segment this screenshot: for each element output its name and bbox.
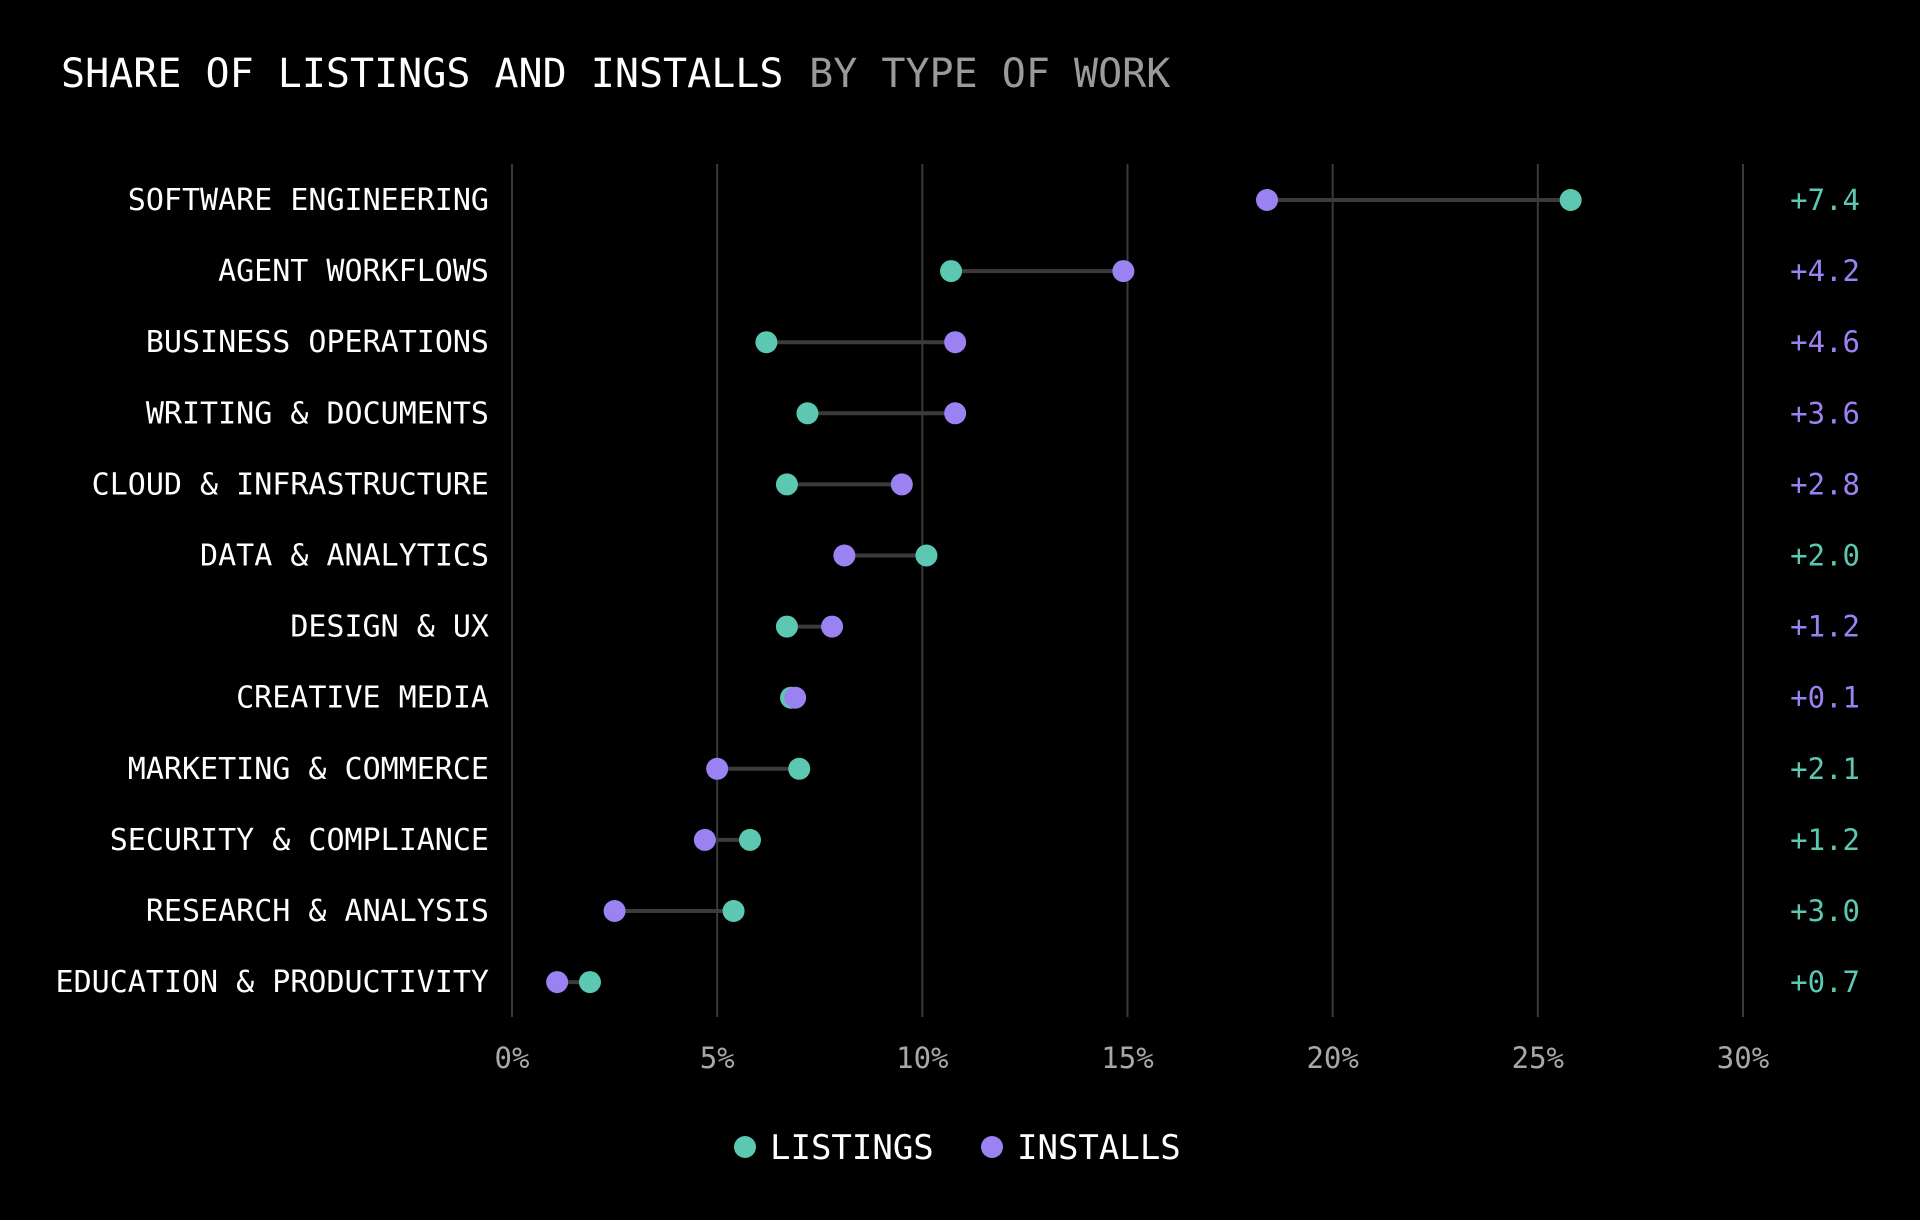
installs-point <box>1112 260 1135 283</box>
chart-row: SOFTWARE ENGINEERING +7.4 <box>128 183 1860 218</box>
category-label: CLOUD & INFRASTRUCTURE <box>92 467 489 502</box>
legend-item-listings: LISTINGS <box>734 1128 934 1168</box>
chart-row: CREATIVE MEDIA +0.1 <box>236 681 1860 716</box>
delta-label: +4.2 <box>1790 254 1860 288</box>
delta-label: +2.1 <box>1790 752 1860 786</box>
installs-point <box>546 971 569 994</box>
gridlines <box>511 164 1744 1017</box>
chart-title-group: SHARE OF LISTINGS AND INSTALLS BY TYPE O… <box>61 51 1170 97</box>
installs-point <box>833 544 856 567</box>
installs-point <box>944 331 967 354</box>
category-label: CREATIVE MEDIA <box>236 681 489 716</box>
listings-point <box>755 331 778 354</box>
listings-point <box>775 615 798 638</box>
delta-label: +3.6 <box>1790 396 1860 430</box>
delta-label: +3.0 <box>1790 894 1860 928</box>
delta-label: +0.1 <box>1790 681 1860 715</box>
category-label: DESIGN & UX <box>290 610 489 645</box>
listings-point <box>940 260 963 283</box>
x-tick-label: 15% <box>1101 1041 1153 1075</box>
installs-point <box>693 828 716 851</box>
category-label: DATA & ANALYTICS <box>200 539 489 574</box>
category-label: MARKETING & COMMERCE <box>128 752 489 787</box>
legend-swatch <box>981 1136 1003 1158</box>
chart-rows: SOFTWARE ENGINEERING +7.4 AGENT WORKFLOWS +… <box>56 183 1860 1000</box>
x-tick-label: 10% <box>896 1041 948 1075</box>
delta-label: +1.2 <box>1790 823 1860 857</box>
chart-row: AGENT WORKFLOWS +4.2 <box>218 254 1860 289</box>
legend-swatch <box>734 1136 756 1158</box>
category-label: AGENT WORKFLOWS <box>218 254 489 289</box>
listings-point <box>915 544 938 567</box>
delta-label: +1.2 <box>1790 610 1860 644</box>
delta-label: +2.8 <box>1790 467 1860 501</box>
x-tick-label: 20% <box>1306 1041 1358 1075</box>
installs-point <box>706 757 729 780</box>
chart-row: SECURITY & COMPLIANCE +1.2 <box>110 823 1860 858</box>
category-label: EDUCATION & PRODUCTIVITY <box>56 965 489 1000</box>
listings-point <box>775 473 798 496</box>
installs-point <box>890 473 913 496</box>
chart-row: CLOUD & INFRASTRUCTURE +2.8 <box>92 467 1860 502</box>
category-label: SECURITY & COMPLIANCE <box>110 823 489 858</box>
chart-row: WRITING & DOCUMENTS +3.6 <box>146 396 1860 431</box>
category-label: WRITING & DOCUMENTS <box>146 396 489 431</box>
x-tick-label: 30% <box>1717 1041 1769 1075</box>
chart-title: SHARE OF LISTINGS AND INSTALLS <box>61 51 783 97</box>
x-axis-ticks: 0% 5% 10% 15% 20% 25% 30% <box>495 1041 1770 1075</box>
listings-point <box>1559 189 1582 211</box>
delta-label: +0.7 <box>1790 965 1860 999</box>
chart-row: MARKETING & COMMERCE +2.1 <box>128 752 1860 787</box>
category-label: SOFTWARE ENGINEERING <box>128 183 489 218</box>
delta-label: +4.6 <box>1790 325 1860 359</box>
delta-label: +2.0 <box>1790 539 1860 573</box>
listings-point <box>578 971 601 994</box>
chart-row: DESIGN & UX +1.2 <box>290 610 1860 645</box>
installs-point <box>821 615 844 638</box>
x-tick-label: 0% <box>495 1041 530 1075</box>
listings-point <box>738 828 761 851</box>
chart-row: BUSINESS OPERATIONS +4.6 <box>146 325 1860 360</box>
chart-row: DATA & ANALYTICS +2.0 <box>200 539 1860 574</box>
installs-point <box>1256 189 1279 211</box>
listings-point <box>796 402 819 425</box>
x-tick-label: 5% <box>700 1041 735 1075</box>
x-tick-label: 25% <box>1512 1041 1564 1075</box>
chart-row: RESEARCH & ANALYSIS +3.0 <box>146 894 1860 929</box>
installs-point <box>603 900 626 922</box>
installs-point <box>784 686 807 709</box>
legend: LISTINGS INSTALLS <box>734 1128 1181 1168</box>
installs-point <box>944 402 967 425</box>
category-label: RESEARCH & ANALYSIS <box>146 894 489 929</box>
chart-row: EDUCATION & PRODUCTIVITY +0.7 <box>56 965 1860 1000</box>
legend-label: INSTALLS <box>1017 1128 1181 1168</box>
legend-label: LISTINGS <box>770 1128 934 1168</box>
listings-point <box>722 900 745 922</box>
category-label: BUSINESS OPERATIONS <box>146 325 489 360</box>
delta-label: +7.4 <box>1790 183 1860 217</box>
chart-subtitle: BY TYPE OF WORK <box>809 51 1170 97</box>
listings-point <box>788 757 811 780</box>
legend-item-installs: INSTALLS <box>981 1128 1181 1168</box>
